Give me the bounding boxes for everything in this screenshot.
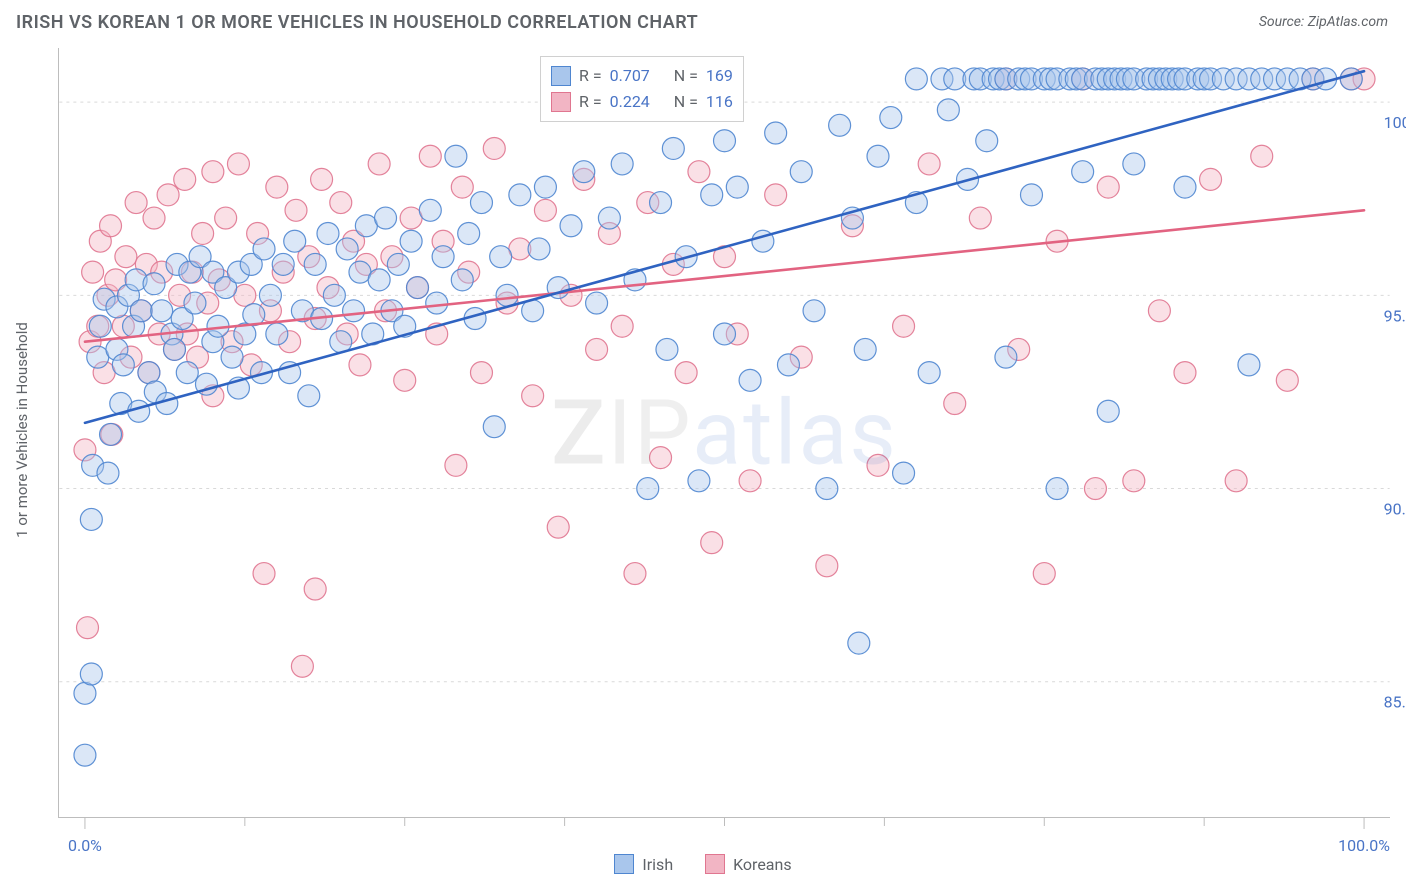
koreans-r-value: 0.224 [610, 89, 650, 115]
series-irish [74, 68, 1362, 766]
legend-label-koreans: Koreans [733, 855, 792, 874]
y-axis-title: 1 or more Vehicles in Household [13, 322, 31, 538]
r-label: R = [579, 89, 602, 115]
r-label: R = [579, 63, 602, 89]
svg-text:100.0%: 100.0% [1338, 836, 1390, 855]
svg-text:95.0%: 95.0% [1384, 306, 1406, 325]
swatch-koreans [705, 854, 725, 874]
swatch-irish [551, 66, 571, 86]
n-label: N = [674, 89, 698, 115]
plot-area: 85.0%90.0%95.0%100.0%0.0%100.0% ZIPatlas [58, 48, 1390, 818]
irish-r-value: 0.707 [610, 63, 650, 89]
stats-legend-box: R = 0.707 N = 169 R = 0.224 N = 116 [540, 56, 744, 122]
stats-row-koreans: R = 0.224 N = 116 [551, 89, 733, 115]
legend-item-irish: Irish [614, 854, 673, 874]
swatch-irish [614, 854, 634, 874]
stats-row-irish: R = 0.707 N = 169 [551, 63, 733, 89]
bottom-legend: Irish Koreans [0, 854, 1406, 878]
svg-text:85.0%: 85.0% [1384, 693, 1406, 712]
chart-title: IRISH VS KOREAN 1 OR MORE VEHICLES IN HO… [16, 12, 698, 33]
chart-root: IRISH VS KOREAN 1 OR MORE VEHICLES IN HO… [0, 0, 1406, 892]
svg-text:100.0%: 100.0% [1384, 113, 1406, 132]
legend-item-koreans: Koreans [705, 854, 792, 874]
swatch-koreans [551, 92, 571, 112]
chart-source: Source: ZipAtlas.com [1259, 14, 1388, 30]
legend-label-irish: Irish [642, 855, 673, 874]
svg-text:90.0%: 90.0% [1384, 499, 1406, 518]
svg-text:0.0%: 0.0% [68, 836, 102, 855]
irish-n-value: 169 [706, 63, 733, 89]
koreans-n-value: 116 [706, 89, 733, 115]
scatter-plot: 85.0%90.0%95.0%100.0%0.0%100.0% [59, 48, 1390, 817]
n-label: N = [674, 63, 698, 89]
